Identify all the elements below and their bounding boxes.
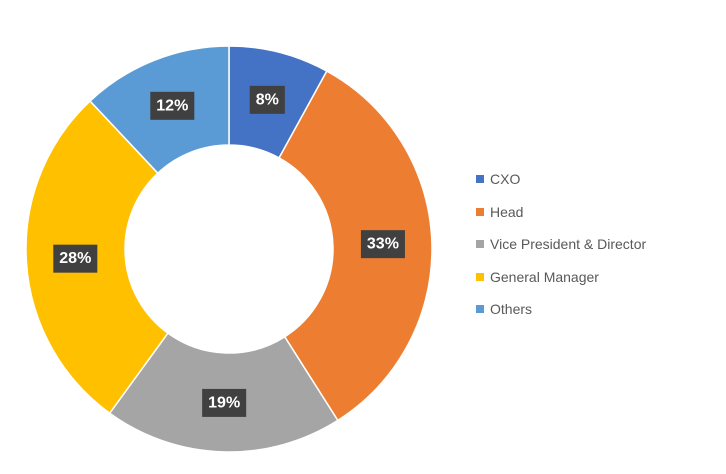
- legend-swatch-vice-president-director: [476, 240, 484, 249]
- legend-swatch-head: [476, 207, 484, 216]
- data-label-cxo: 8%: [249, 85, 285, 114]
- data-label-text-cxo: 8%: [256, 91, 279, 108]
- data-labels: 8% 33% 19% 28% 12%: [53, 85, 405, 417]
- data-label-general-manager: 28%: [53, 244, 98, 273]
- legend-item-cxo: CXO: [476, 163, 646, 196]
- legend-item-general-manager: General Manager: [476, 261, 646, 294]
- data-label-head: 33%: [360, 230, 405, 259]
- slice-head: [278, 70, 433, 422]
- data-label-others: 12%: [150, 91, 195, 120]
- chart-legend: CXO Head Vice President & Director Gener…: [476, 163, 646, 326]
- data-label-text-others: 12%: [156, 97, 188, 114]
- data-label-text-general-manager: 28%: [59, 250, 91, 267]
- data-label-box-vice-president-director: [202, 388, 247, 417]
- data-label-box-others: [150, 91, 195, 120]
- legend-swatch-others: [476, 305, 484, 314]
- legend-label-vice-president-director: Vice President & Director: [490, 236, 647, 253]
- legend-label-head: Head: [490, 203, 524, 220]
- data-label-box-general-manager: [53, 244, 98, 273]
- data-label-box-cxo: [249, 85, 285, 114]
- data-label-text-vice-president-director: 19%: [208, 394, 240, 411]
- legend-swatch-cxo: [476, 175, 484, 184]
- legend-item-vice-president-director: Vice President & Director: [476, 228, 646, 261]
- data-label-box-head: [360, 230, 405, 259]
- legend-label-cxo: CXO: [490, 171, 521, 188]
- legend-swatch-general-manager: [476, 272, 484, 281]
- legend-item-head: Head: [476, 196, 646, 229]
- legend-item-others: Others: [476, 293, 646, 326]
- legend-label-general-manager: General Manager: [490, 268, 599, 285]
- data-label-vice-president-director: 19%: [202, 388, 247, 417]
- legend-label-others: Others: [490, 301, 533, 318]
- data-label-text-head: 33%: [367, 236, 399, 253]
